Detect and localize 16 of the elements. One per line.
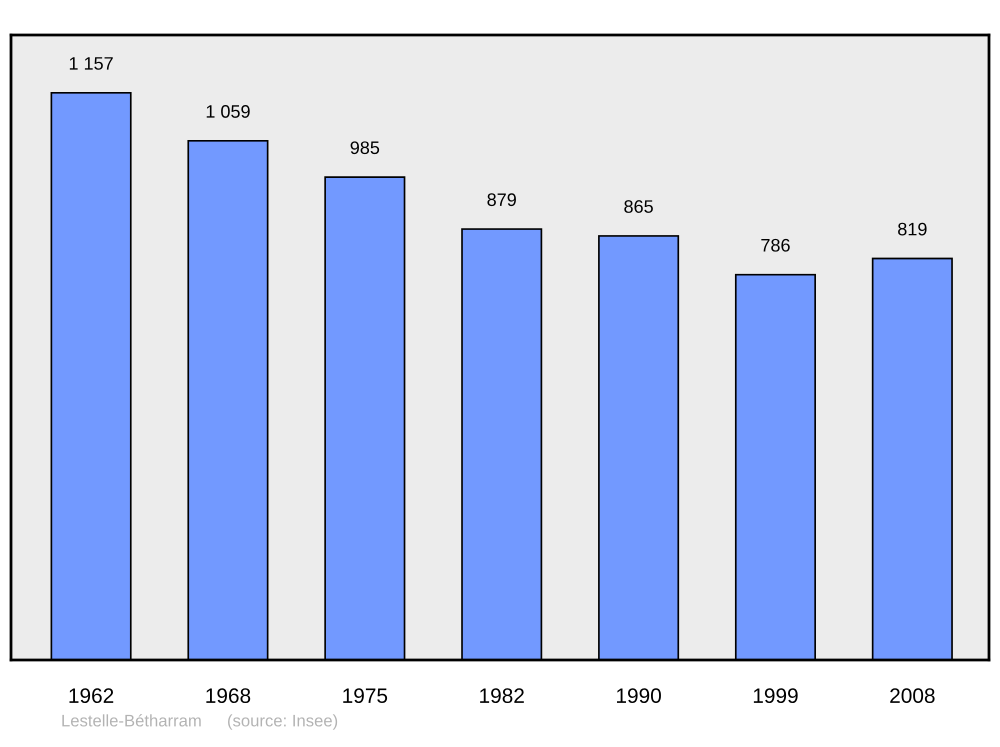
x-tick-label: 1999 — [754, 688, 798, 704]
text: Lestelle-Bétharram — [62, 714, 201, 727]
data-label: 786 — [761, 238, 790, 252]
x-tick-label: 1982 — [480, 688, 524, 704]
data-label: 985 — [350, 141, 380, 154]
x-tick-label: 1990 — [617, 688, 661, 704]
data-label: 879 — [487, 193, 516, 206]
x-tick-label: 2008 — [890, 688, 935, 704]
x-tick-label: 1975 — [343, 688, 388, 704]
data-label: 865 — [624, 200, 653, 213]
data-label: 1 059 — [206, 105, 250, 118]
x-tick-label: 1962 — [69, 688, 114, 704]
text: (source: Insee) — [228, 714, 338, 730]
data-label: 1 157 — [70, 57, 113, 70]
data-label: 819 — [898, 222, 927, 236]
x-tick-label: 1968 — [206, 688, 250, 704]
